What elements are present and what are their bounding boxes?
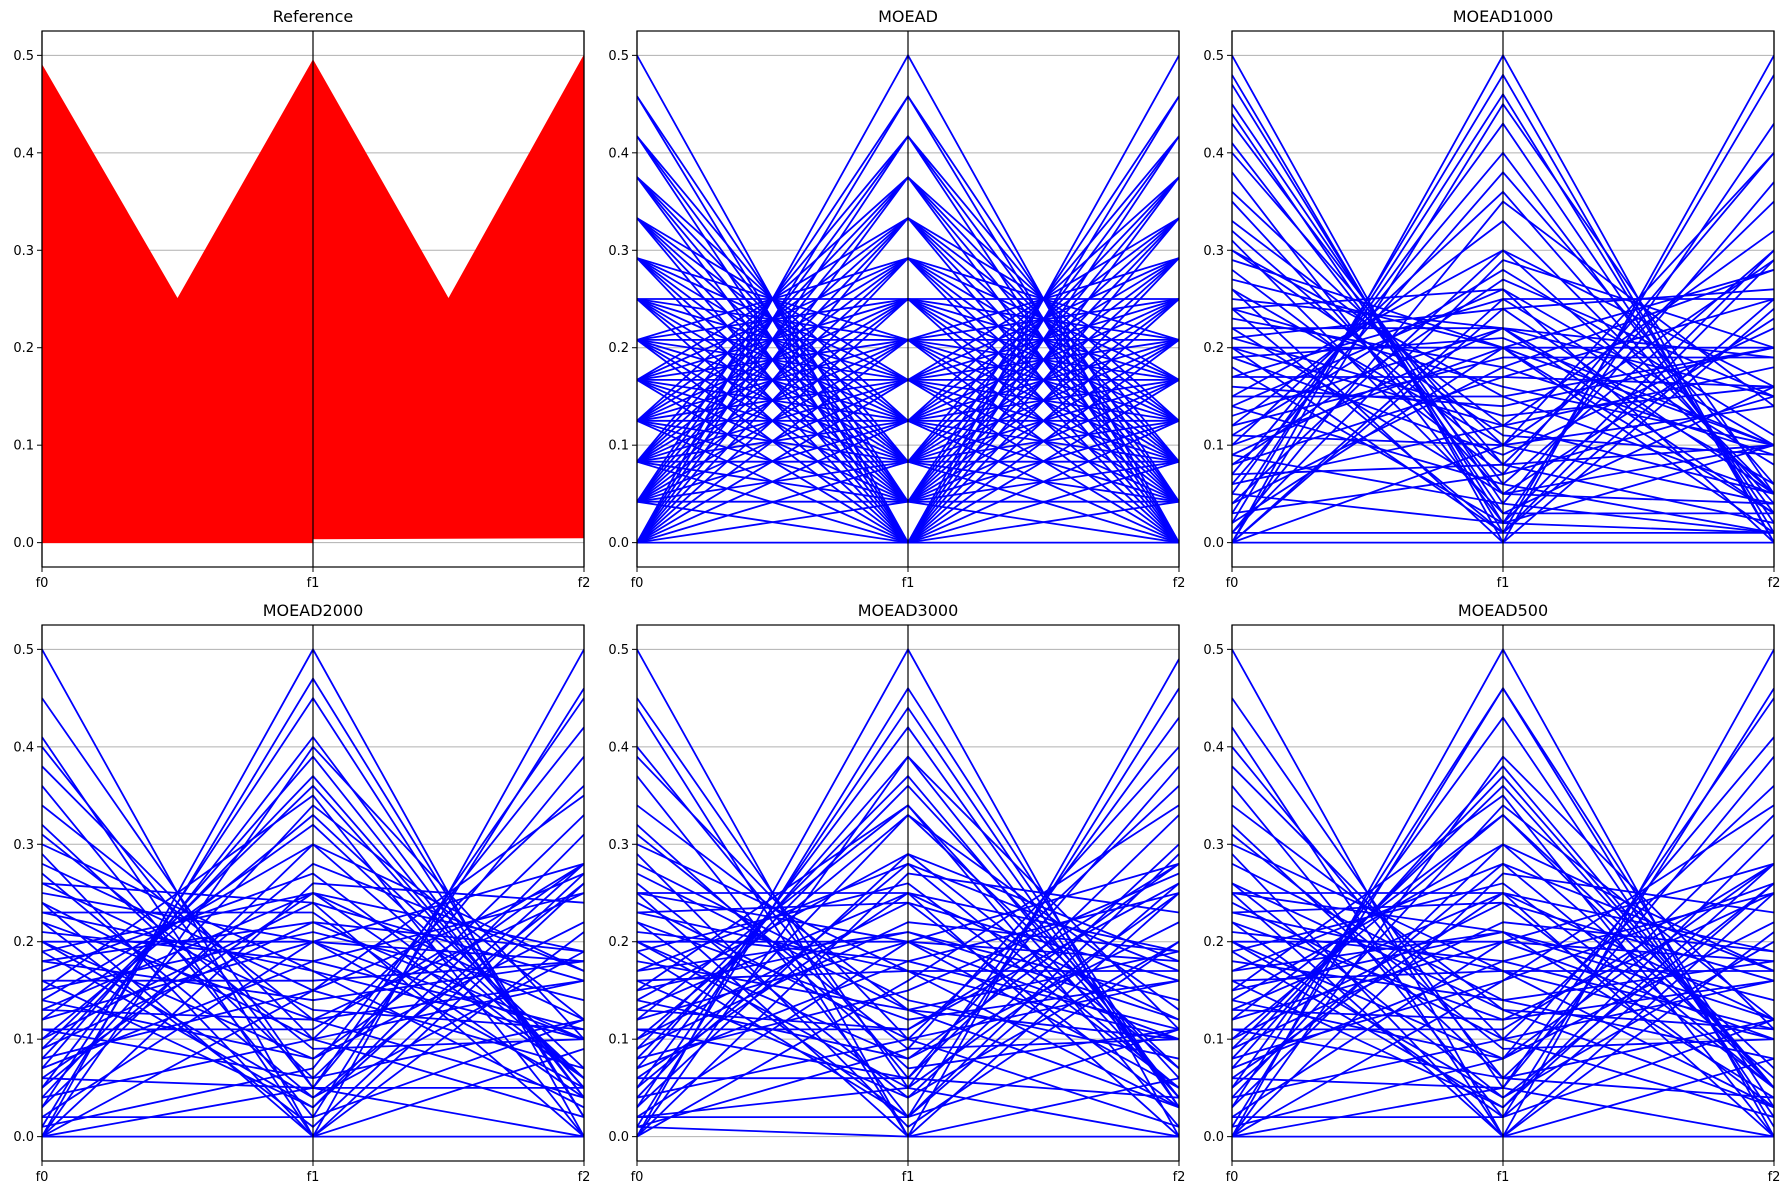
y-tick-label: 0.4 bbox=[1203, 740, 1224, 755]
y-tick-label: 0.2 bbox=[608, 935, 629, 950]
subplot-title: MOEAD500 bbox=[1458, 601, 1548, 620]
y-tick-label: 0.4 bbox=[608, 146, 629, 161]
series-lines bbox=[1232, 647, 1774, 1138]
subplot-moead500: 0.0 0.1 0.2 0.3 0.4 0.5 f0 f1 f2 MOEAD500 bbox=[1203, 601, 1780, 1185]
subplot-grid: 0.00.10.20.30.40.5f0 f1 f2Reference0.00.10… bbox=[13, 7, 1780, 1185]
x-tick-label-f0: f0 bbox=[631, 576, 644, 591]
y-tick-label: 0.4 bbox=[608, 740, 629, 755]
subplot-title: MOEAD bbox=[878, 7, 938, 26]
x-tick-label-f2: f2 bbox=[1173, 576, 1186, 591]
y-tick-label: 0.4 bbox=[13, 146, 34, 161]
y-tick-label: 0.2 bbox=[13, 341, 34, 356]
y-tick-label: 0.2 bbox=[1203, 341, 1224, 356]
x-tick-label-f1: f1 bbox=[1497, 1170, 1510, 1185]
x-tick-label-f0: f0 bbox=[1226, 576, 1239, 591]
subplot-title: MOEAD2000 bbox=[263, 601, 364, 620]
y-tick-label: 0.3 bbox=[13, 838, 34, 853]
y-tick-label: 0.1 bbox=[13, 439, 34, 454]
y-tick-label: 0.4 bbox=[1203, 146, 1224, 161]
y-tick-label: 0.2 bbox=[608, 341, 629, 356]
x-tick-label-f2: f2 bbox=[1768, 1170, 1781, 1185]
x-tick-label-f1: f1 bbox=[902, 576, 915, 591]
y-tick-label: 0.3 bbox=[1203, 244, 1224, 259]
y-tick-label: 0.3 bbox=[1203, 838, 1224, 853]
x-tick-label-f1: f1 bbox=[902, 1170, 915, 1185]
y-tick-label: 0.1 bbox=[1203, 439, 1224, 454]
x-tick-label-f1: f1 bbox=[307, 1170, 320, 1185]
y-tick-label: 0.4 bbox=[13, 740, 34, 755]
subplot-moead3000: 0.0 0.1 0.2 0.3 0.4 0.5 f0 f1 f2 MOEAD3000 bbox=[608, 601, 1185, 1185]
y-tick-label: 0.1 bbox=[1203, 1033, 1224, 1048]
y-tick-label: 0.5 bbox=[1203, 49, 1224, 64]
x-tick-label-f2: f2 bbox=[578, 576, 591, 591]
x-tick-label-f0: f0 bbox=[36, 576, 49, 591]
y-tick-label: 0.5 bbox=[1203, 643, 1224, 658]
subplot-moead: 0.0 0.1 0.2 0.3 0.4 0.5 f0 f1 f2 MOEAD bbox=[608, 7, 1185, 591]
y-tick-label: 0.5 bbox=[13, 643, 34, 658]
y-tick-label: 0.0 bbox=[13, 1130, 34, 1145]
y-tick-label: 0.0 bbox=[13, 536, 34, 551]
y-tick-label: 0.1 bbox=[608, 439, 629, 454]
y-tick-label: 0.5 bbox=[608, 643, 629, 658]
y-tick-label: 0.3 bbox=[13, 244, 34, 259]
x-tick-label-f2: f2 bbox=[1173, 1170, 1186, 1185]
subplot-title: MOEAD1000 bbox=[1453, 7, 1554, 26]
y-tick-label: 0.2 bbox=[13, 935, 34, 950]
subplot-moead1000: 0.0 0.1 0.2 0.3 0.4 0.5 f0 f1 f2 MOEAD1000 bbox=[1203, 7, 1780, 591]
y-tick-label: 0.0 bbox=[608, 1130, 629, 1145]
x-tick-label-f0: f0 bbox=[631, 1170, 644, 1185]
y-tick-label: 0.0 bbox=[608, 536, 629, 551]
y-tick-label: 0.0 bbox=[1203, 536, 1224, 551]
y-tick-label: 0.2 bbox=[1203, 935, 1224, 950]
y-tick-label: 0.1 bbox=[13, 1033, 34, 1048]
x-tick-label-f0: f0 bbox=[1226, 1170, 1239, 1185]
y-tick-label: 0.3 bbox=[608, 838, 629, 853]
x-tick-label-f0: f0 bbox=[36, 1170, 49, 1185]
y-tick-label: 0.3 bbox=[608, 244, 629, 259]
x-tick-label-f1: f1 bbox=[307, 576, 320, 591]
y-tick-label: 0.1 bbox=[608, 1033, 629, 1048]
y-tick-label: 0.5 bbox=[608, 49, 629, 64]
subplot-reference: 0.0 0.1 0.2 0.3 0.4 0.5 f0 f1 f2 Reference bbox=[13, 7, 590, 591]
x-tick-label-f2: f2 bbox=[1768, 576, 1781, 591]
subplot-moead2000: 0.0 0.1 0.2 0.3 0.4 0.5 f0 f1 f2 MOEAD2000 bbox=[13, 601, 590, 1185]
y-tick-label: 0.5 bbox=[13, 49, 34, 64]
subplot-title: MOEAD3000 bbox=[858, 601, 959, 620]
x-tick-label-f1: f1 bbox=[1497, 576, 1510, 591]
y-tick-label: 0.0 bbox=[1203, 1130, 1224, 1145]
subplot-title: Reference bbox=[273, 7, 354, 26]
x-tick-label-f2: f2 bbox=[578, 1170, 591, 1185]
